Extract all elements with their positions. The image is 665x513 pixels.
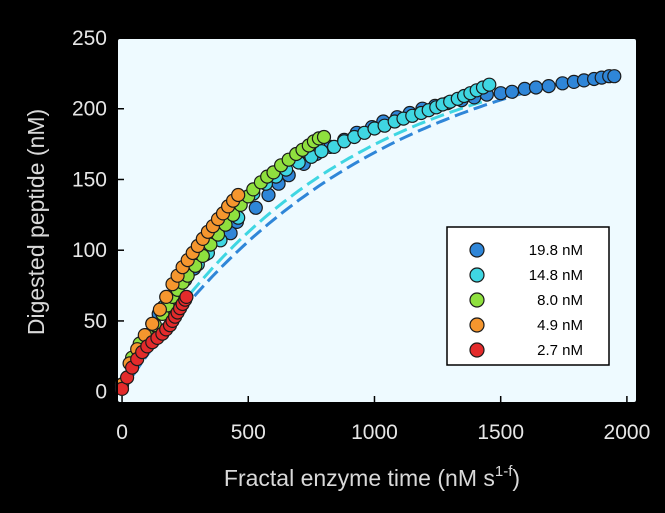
y-axis-label: Digested peptide (nM) [23, 109, 49, 335]
data-points [114, 69, 622, 396]
legend: 19.8 nM 14.8 nM 8.0 nM 4.9 nM 2.7 nM [446, 226, 610, 366]
data-point [231, 187, 246, 203]
data-point [316, 129, 332, 145]
fit-curve [120, 70, 613, 393]
legend-label: 14.8 nM [529, 267, 583, 284]
y-tick-label: 50 [84, 310, 107, 333]
legend-marker [469, 342, 485, 358]
plot-frame [116, 37, 638, 404]
data-point [541, 78, 556, 94]
x-tick-labels: 0 500 1000 1500 2000 [116, 421, 650, 444]
series-4 [114, 289, 194, 396]
data-point [145, 316, 160, 331]
y-tick-label: 250 [72, 27, 107, 50]
data-point [504, 84, 520, 99]
data-point [152, 302, 167, 317]
y-tick-label: 200 [72, 98, 107, 121]
legend-marker [469, 292, 485, 308]
x-tick-label: 2000 [604, 421, 651, 444]
data-point [159, 289, 174, 304]
data-point [607, 69, 622, 84]
legend-label: 8.0 nM [537, 292, 583, 309]
legend-label: 19.8 nM [529, 242, 583, 259]
data-point [248, 200, 263, 215]
legend-label: 4.9 nM [537, 317, 583, 334]
x-tick-label: 1500 [477, 421, 524, 444]
x-tick-label: 0 [116, 421, 128, 444]
legend-marker [469, 317, 485, 333]
x-tick-label: 500 [231, 421, 266, 444]
legend-marker [469, 242, 485, 258]
data-point [179, 289, 194, 304]
y-tick-label: 150 [72, 168, 107, 191]
y-tick-label: 100 [72, 239, 107, 262]
legend-label: 2.7 nM [537, 342, 583, 359]
data-point [528, 80, 544, 95]
legend-marker [469, 267, 485, 283]
x-tick-label: 1000 [351, 421, 398, 444]
series-3 [114, 187, 246, 392]
y-tick-label: 0 [95, 381, 107, 404]
x-axis-label: Fractal enzyme time (nM s1-f) [224, 463, 520, 491]
y-tick-labels: 0 50 100 150 200 250 [72, 27, 107, 404]
data-point [482, 77, 497, 92]
